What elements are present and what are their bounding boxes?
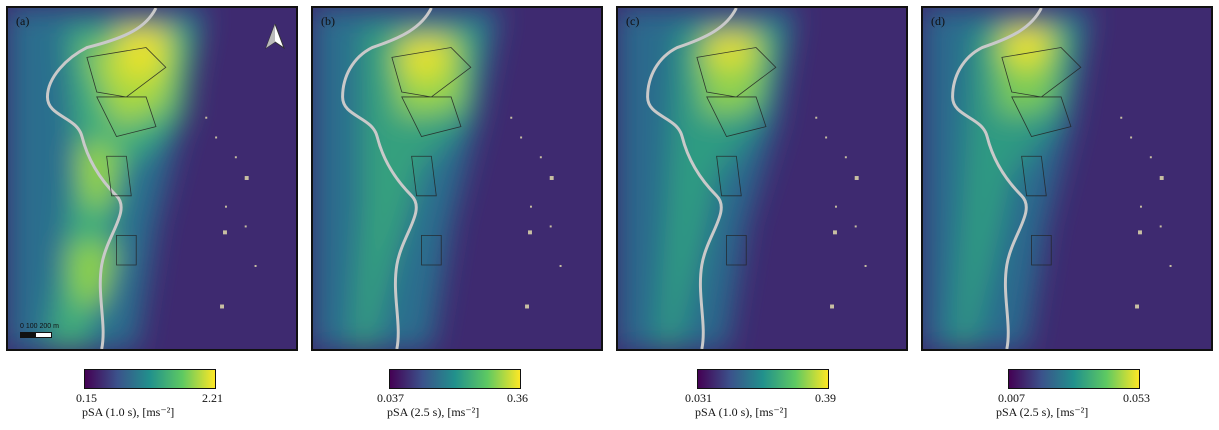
map-panel-a: (a) 0 100 200 m [6, 6, 298, 351]
colorbar-min: 0.007 [998, 391, 1025, 405]
colorbar-d: 0.007 0.053 pSA (2.5 s), [ms⁻²] [996, 369, 1168, 420]
colorbar-max: 0.39 [815, 391, 836, 405]
north-arrow-icon [264, 24, 286, 50]
colorbar-gradient [84, 369, 216, 389]
colorbar-min: 0.037 [377, 391, 404, 405]
panel-label: (b) [321, 14, 335, 28]
scale-bar: 0 100 200 m [20, 323, 59, 338]
colorbar-b: 0.037 0.36 pSA (2.5 s), [ms⁻²] [377, 369, 549, 420]
hazard-map-d [923, 8, 1211, 349]
hazard-map-b [313, 8, 601, 349]
colorbar-gradient [697, 369, 829, 389]
map-panel-b: (b) [311, 6, 603, 351]
colorbar-max: 2.21 [202, 391, 223, 405]
colorbar-c: 0.031 0.39 pSA (1.0 s), [ms⁻²] [685, 369, 857, 420]
panel-label: (a) [16, 14, 30, 28]
hazard-map-a [8, 8, 296, 349]
scale-bar-label: 0 100 200 m [20, 323, 59, 330]
panel-label: (c) [626, 14, 640, 28]
hazard-map-c [618, 8, 906, 349]
map-panel-c: (c) [616, 6, 908, 351]
colorbar-min: 0.031 [685, 391, 712, 405]
colorbar-min: 0.15 [76, 391, 97, 405]
colorbar-title: pSA (1.0 s), [ms⁻²] [695, 405, 788, 419]
colorbar-a: 0.15 2.21 pSA (1.0 s), [ms⁻²] [76, 369, 244, 420]
colorbar-max: 0.36 [507, 391, 528, 405]
panel-label: (d) [931, 14, 945, 28]
colorbar-title: pSA (2.5 s), [ms⁻²] [387, 405, 480, 419]
map-panel-d: (d) [921, 6, 1213, 351]
colorbar-gradient [1008, 369, 1140, 389]
colorbar-title: pSA (2.5 s), [ms⁻²] [996, 405, 1089, 419]
colorbar-gradient [389, 369, 521, 389]
colorbar-title: pSA (1.0 s), [ms⁻²] [82, 405, 175, 419]
scale-bar-graphic [20, 332, 52, 338]
colorbar-max: 0.053 [1123, 391, 1150, 405]
